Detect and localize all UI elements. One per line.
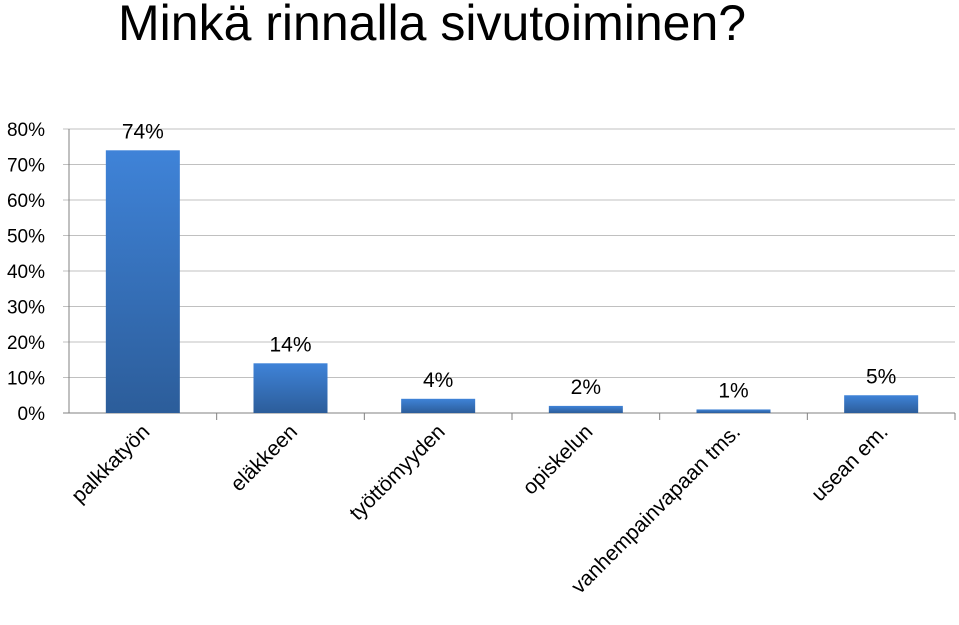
y-tick-label: 50% [7,227,45,248]
y-tick-label: 10% [7,369,45,390]
y-tick-label: 30% [7,298,45,319]
x-tick-label: eläkkeen [226,420,302,496]
x-tick-label: palkkatyön [67,420,154,507]
x-axis-ticks: palkkatyön eläkkeen työttömyyden opiskelunv… [67,420,893,598]
bar [696,409,771,413]
bar [401,398,476,413]
bar [105,150,180,414]
y-tick-label: 60% [7,191,45,212]
y-axis-ticks: 0% 10% 20% 30% 40% 50% 60% 70% 80% [7,120,45,425]
data-label: 4% [423,369,453,392]
gridlines [63,128,956,420]
x-tick-label: työttömyyden [345,420,450,525]
bar [253,363,328,413]
x-tick-label: usean em. [807,420,893,506]
data-label: 74% [122,120,164,143]
x-tick-label: opiskelun [518,420,597,499]
y-tick-label: 70% [7,156,45,177]
y-tick-label: 0% [18,404,46,425]
data-label: 2% [571,376,601,399]
x-tick-label: vanhempainvapaan tms. [567,420,745,598]
data-label: 1% [718,379,748,402]
data-label: 14% [269,333,311,356]
data-label: 5% [866,365,896,388]
bar [548,405,623,413]
y-tick-label: 40% [7,262,45,283]
bars [105,150,919,414]
data-labels: 74% 14% 4% 2% 1% 5% [122,120,897,402]
y-tick-label: 80% [7,120,45,141]
chart-title: Minkä rinnalla sivutoiminen? [118,0,747,51]
y-tick-label: 20% [7,333,45,354]
bar [844,395,919,413]
